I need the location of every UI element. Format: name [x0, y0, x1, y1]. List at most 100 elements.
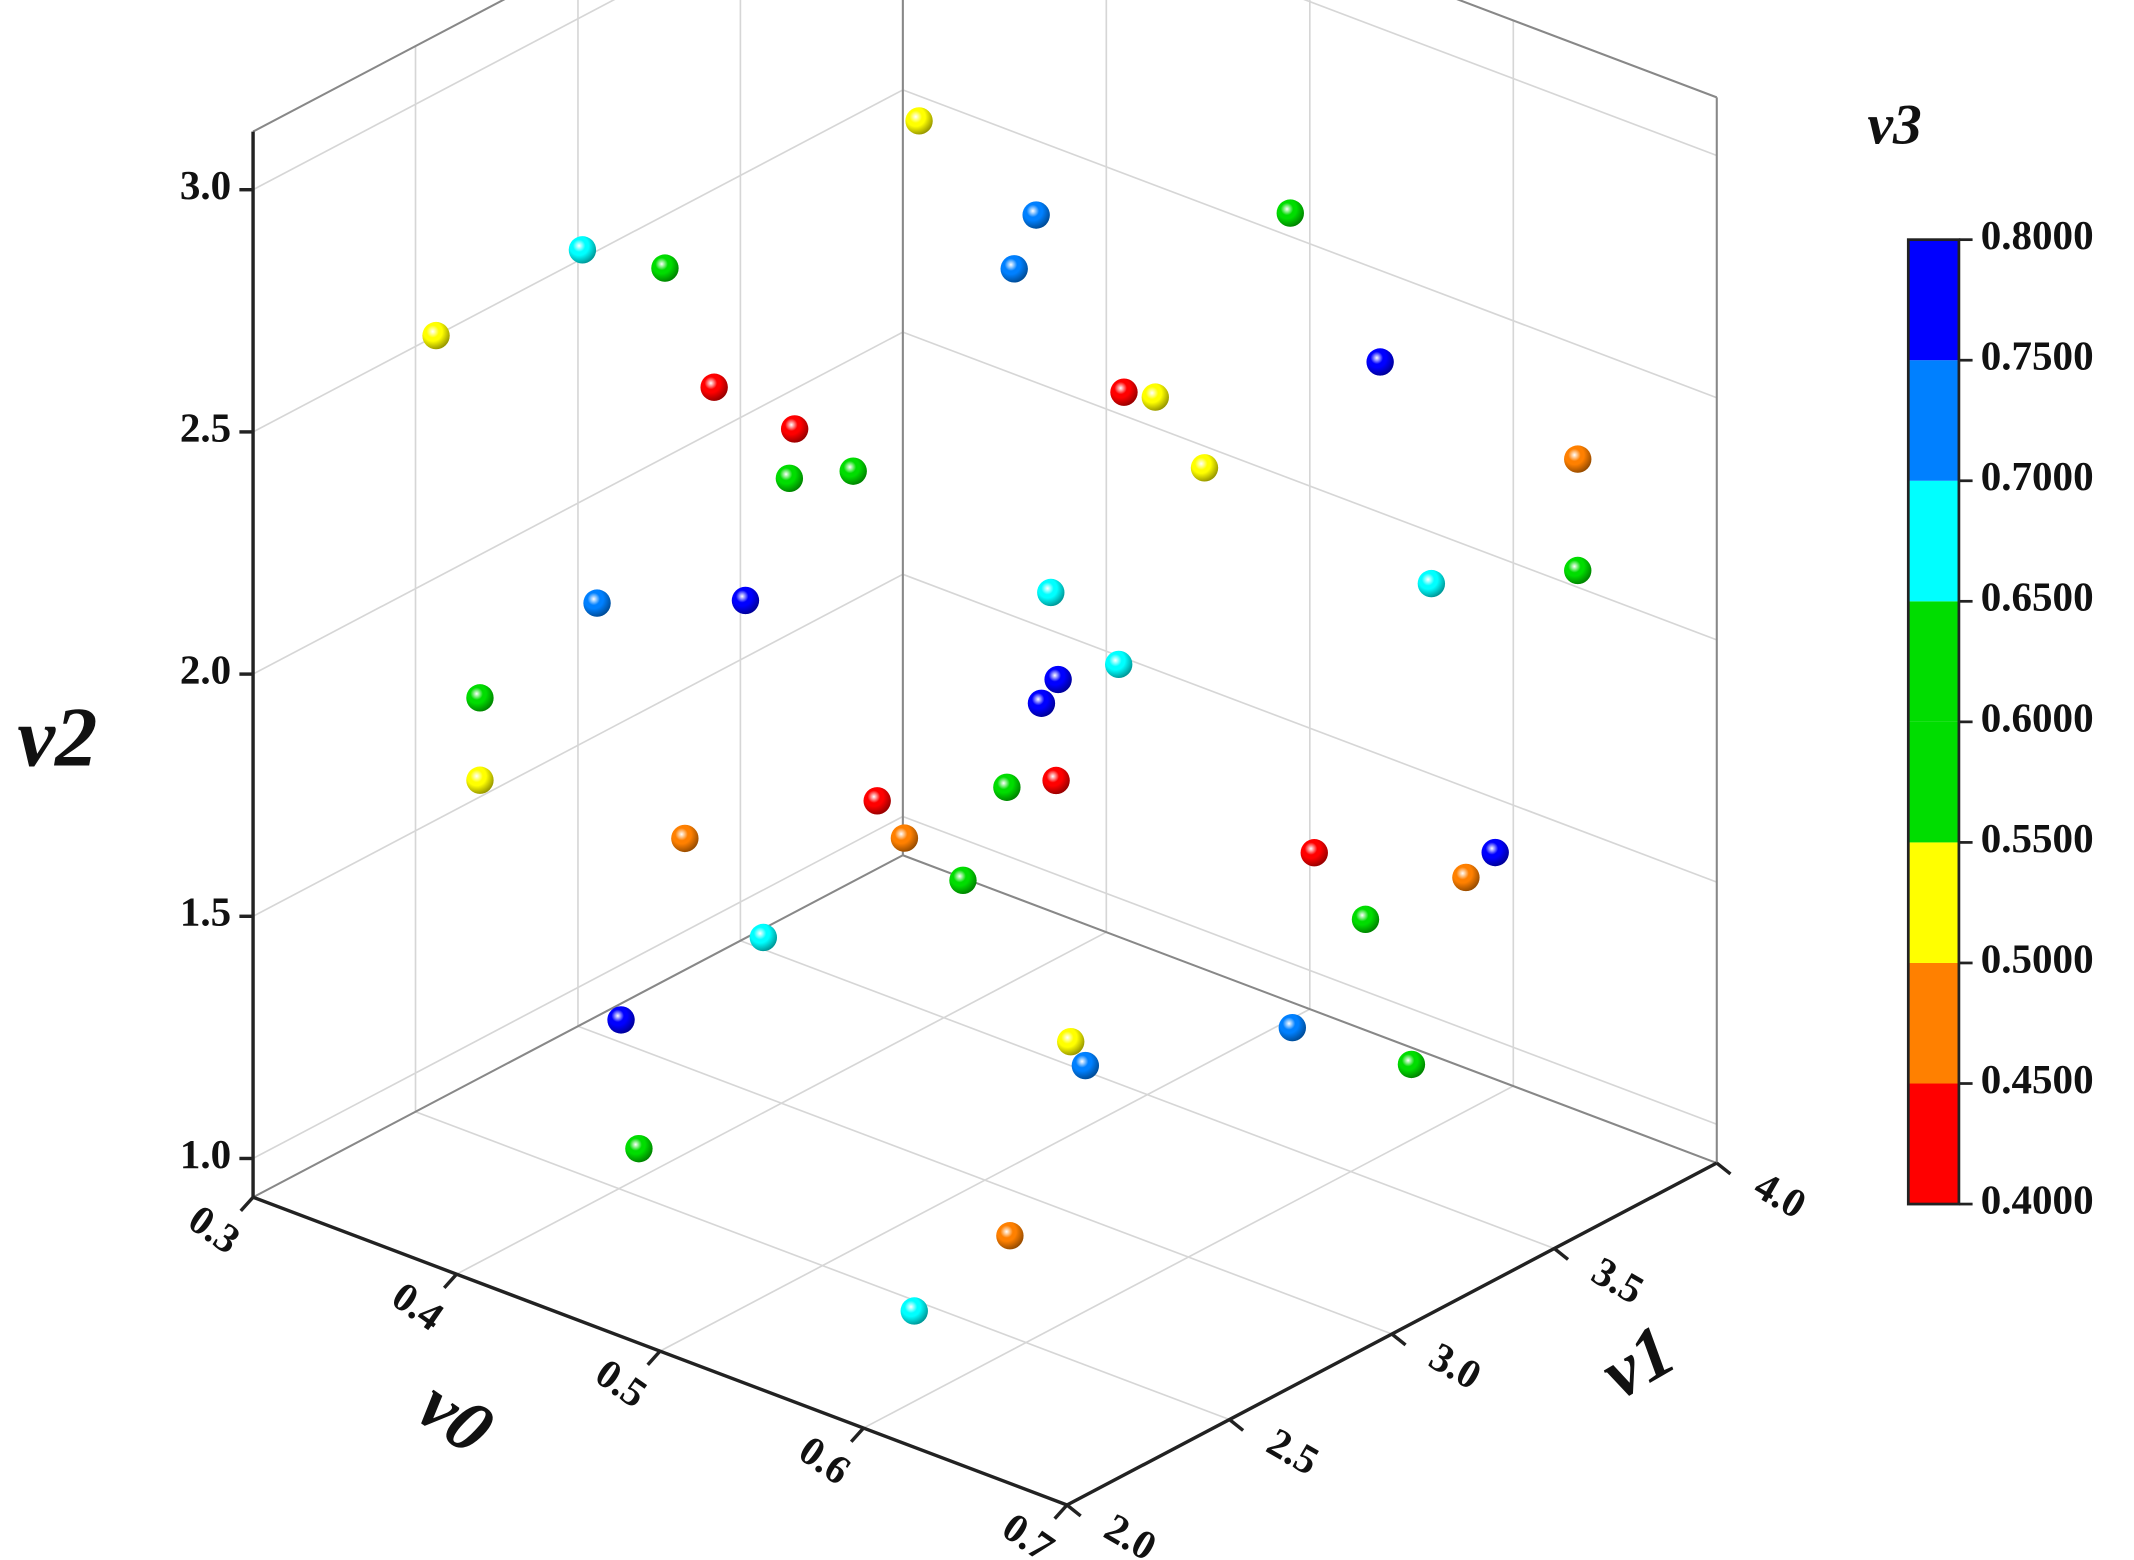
y-tick-label: 3.5 — [1584, 1247, 1651, 1312]
grid-line — [252, 331, 904, 675]
point-shade — [1042, 766, 1070, 795]
point-shade — [700, 373, 728, 401]
point-shade — [1276, 199, 1304, 227]
point-shade — [749, 923, 778, 952]
point-shade — [905, 107, 933, 135]
box-edge — [1456, 0, 1718, 99]
point-shade — [1022, 201, 1050, 229]
colorbar-tick-label: 0.6500 — [1981, 574, 2094, 620]
point-shade — [1190, 454, 1219, 482]
colorbar-tick-label: 0.5500 — [1981, 815, 2094, 861]
point-shade — [651, 254, 679, 282]
y-tick-label: 2.0 — [1097, 1504, 1164, 1560]
colorbar-tick-label: 0.7500 — [1981, 333, 2094, 379]
x-tick — [442, 1273, 458, 1289]
point-shade — [1110, 378, 1138, 406]
point-shade — [1000, 255, 1028, 283]
grid-line — [902, 573, 1718, 883]
point-shade — [1300, 839, 1328, 867]
point-shade — [671, 824, 699, 853]
point-shade — [1564, 556, 1592, 585]
grid-line — [252, 0, 616, 191]
box-edge — [252, 854, 904, 1199]
grid-line — [415, 1110, 1230, 1421]
x-tick-label: 0.3 — [180, 1195, 248, 1262]
grid-line — [252, 815, 904, 1160]
point-shade — [1278, 1013, 1306, 1042]
colorbar-band — [1908, 360, 1959, 481]
y-tick — [1715, 1161, 1732, 1176]
point-shade — [1057, 1027, 1085, 1056]
point-shade — [1141, 383, 1169, 411]
box-edge — [252, 0, 506, 133]
colorbar-band — [1908, 480, 1959, 602]
point-shade — [1397, 1050, 1426, 1079]
grid-line — [902, 815, 1718, 1126]
point-shade — [775, 464, 804, 492]
x-tick-label: 0.6 — [791, 1426, 859, 1493]
y-tick-label: 4.0 — [1747, 1162, 1814, 1227]
point-shade — [993, 773, 1021, 801]
point-shade — [1366, 348, 1394, 376]
z-tick-label: 2.5 — [180, 404, 231, 450]
point-shade — [466, 766, 494, 794]
point-shade — [1027, 689, 1056, 717]
point-shade — [780, 415, 809, 443]
point-shade — [607, 1006, 635, 1034]
y-tick — [1228, 1418, 1245, 1432]
point-shade — [1452, 863, 1480, 892]
z-axis-title: v2 — [17, 690, 97, 784]
point-shade — [949, 866, 977, 895]
point-shade — [625, 1134, 653, 1163]
y-tick-label: 3.0 — [1422, 1333, 1489, 1398]
x-tick-label: 0.5 — [587, 1349, 655, 1416]
z-tick-label: 1.0 — [180, 1131, 231, 1177]
y-tick — [1553, 1247, 1570, 1261]
point-shade — [863, 787, 891, 815]
colorbar-band — [1908, 962, 1959, 1084]
y-tick-label: 2.5 — [1260, 1418, 1327, 1483]
x-tick — [646, 1349, 662, 1366]
point-shade — [1071, 1051, 1100, 1080]
point-shade — [839, 457, 867, 485]
colorbar-band — [1908, 842, 1959, 963]
z-tick-label: 3.0 — [180, 162, 231, 208]
z-tick-label: 1.5 — [180, 889, 231, 935]
x-axis — [252, 1195, 1068, 1507]
grid-line — [577, 1025, 1393, 1335]
point-shade — [1417, 569, 1446, 598]
point-shade — [890, 824, 919, 852]
colorbar-tick-label: 0.5000 — [1981, 935, 2094, 981]
colorbar-tick-label: 0.8000 — [1981, 212, 2094, 258]
point-shade — [1351, 905, 1380, 934]
colorbar-tick-label: 0.4500 — [1981, 1056, 2094, 1102]
colorbar-tick-label: 0.6000 — [1981, 694, 2094, 740]
grid-line — [252, 573, 904, 918]
point-shade — [1481, 838, 1509, 867]
point-shade — [422, 321, 450, 350]
point-shade — [466, 684, 494, 712]
x-tick-label: 0.7 — [994, 1503, 1062, 1560]
grid-line — [902, 89, 1718, 399]
colorbar-tick-label: 0.4000 — [1981, 1176, 2094, 1222]
grid-line — [902, 331, 1718, 641]
colorbar-band — [1908, 721, 1959, 843]
grid-line — [740, 939, 1555, 1250]
point-shade — [1105, 650, 1133, 679]
colorbar-title: v3 — [1867, 93, 1921, 156]
y-axis-title: v1 — [1587, 1308, 1688, 1414]
colorbar-band — [1908, 1083, 1959, 1205]
colorbar-tick-label: 0.7000 — [1981, 453, 2094, 499]
grid-line — [1303, 0, 1718, 157]
point-shade — [568, 236, 597, 264]
x-tick — [239, 1196, 255, 1213]
z-tick-label: 2.0 — [180, 647, 231, 693]
point-shade — [731, 586, 760, 615]
y-tick — [1390, 1332, 1407, 1347]
x-tick — [849, 1426, 865, 1443]
point-shade — [900, 1297, 928, 1325]
box-edge — [902, 854, 1718, 1164]
colorbar-band — [1908, 601, 1959, 722]
point-shade — [1037, 578, 1065, 607]
